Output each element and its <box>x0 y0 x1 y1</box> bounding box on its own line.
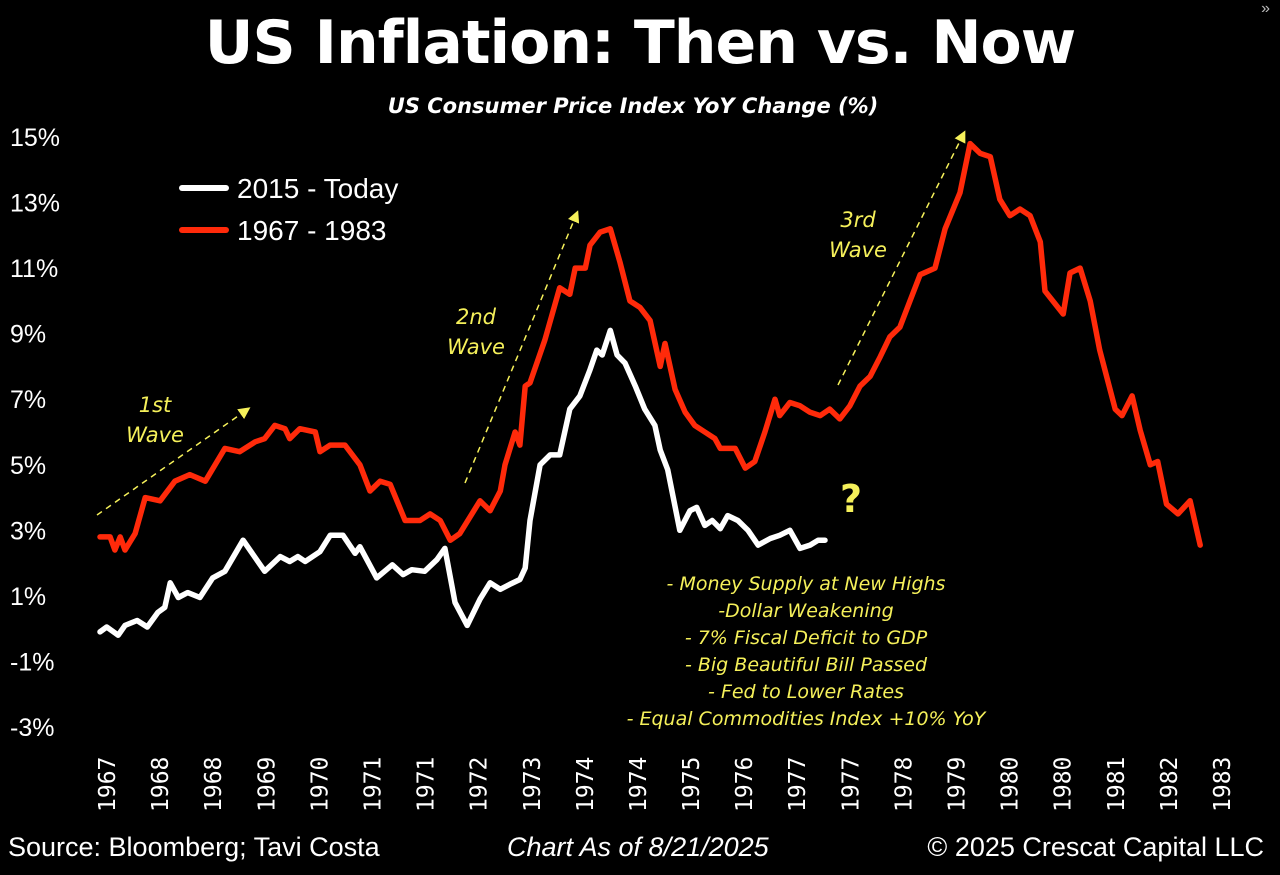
wave-label: Wave <box>829 238 887 262</box>
y-tick-label: 9% <box>10 321 46 349</box>
x-tick-label: 1974 <box>573 757 599 812</box>
y-tick-label: -3% <box>10 714 54 742</box>
chart-title: US Inflation: Then vs. Now <box>204 8 1076 78</box>
y-tick-label: 3% <box>10 517 46 545</box>
annotation-bullet: - Fed to Lower Rates <box>708 681 904 703</box>
y-tick-label: 7% <box>10 386 46 414</box>
x-tick-label: 1981 <box>1104 757 1130 812</box>
x-tick-label: 1971 <box>360 757 386 812</box>
wave-label: Wave <box>126 423 184 447</box>
annotation-bullet: - Equal Commodities Index +10% YoY <box>627 708 987 730</box>
x-tick-label: 1967 <box>95 757 121 812</box>
x-tick-label: 1972 <box>467 757 493 812</box>
x-tick-label: 1980 <box>1051 757 1077 812</box>
x-tick-label: 1968 <box>201 757 227 812</box>
x-tick-label: 1978 <box>891 757 917 812</box>
wave-arrow <box>96 407 251 516</box>
series-line-1967-1983 <box>97 140 1203 553</box>
x-tick-label: 1977 <box>785 757 811 812</box>
x-tick-label: 1975 <box>679 757 705 812</box>
y-axis: -3% -1% 1% 3% 5% 7% 9% 11% 13% 15% <box>10 124 60 742</box>
x-tick-label: 1980 <box>998 757 1024 812</box>
x-tick-label: 1979 <box>945 757 971 812</box>
x-tick-label: 1974 <box>626 757 652 812</box>
copyright: © 2025 Crescat Capital LLC <box>927 832 1264 862</box>
annotation-bullet: - Money Supply at New Highs <box>667 573 946 595</box>
series-lines <box>97 140 1203 638</box>
as-of-date: Chart As of 8/21/2025 <box>507 832 769 862</box>
y-tick-label: 11% <box>10 255 58 283</box>
y-tick-label: -1% <box>10 648 54 676</box>
wave-label: 2nd <box>456 305 497 329</box>
chart-subtitle: US Consumer Price Index YoY Change (%) <box>387 94 879 118</box>
source-note: Source: Bloomberg; Tavi Costa <box>8 832 380 862</box>
series-line-2015-today <box>97 327 828 638</box>
y-tick-label: 15% <box>10 124 60 152</box>
wave-label: Wave <box>447 335 505 359</box>
x-tick-label: 1969 <box>254 757 280 812</box>
y-tick-label: 5% <box>10 452 46 480</box>
x-tick-label: 1977 <box>838 757 864 812</box>
x-tick-label: 1982 <box>1157 757 1183 812</box>
wave-label: 1st <box>139 393 172 417</box>
question-mark: ? <box>840 477 862 521</box>
legend-label: 1967 - 1983 <box>237 215 386 246</box>
x-tick-label: 1968 <box>148 757 174 812</box>
x-tick-label: 1983 <box>1210 757 1236 812</box>
x-tick-label: 1970 <box>307 757 333 812</box>
x-tick-label: 1973 <box>520 757 546 812</box>
x-axis: 1967 1968 1968 1969 1970 1971 1971 1972 1973 1974… <box>95 757 1236 812</box>
y-tick-label: 1% <box>10 583 46 611</box>
annotation-bullet: - 7% Fiscal Deficit to GDP <box>685 627 928 649</box>
annotation-bullet: - Big Beautiful Bill Passed <box>685 654 928 676</box>
wave-arrows <box>96 130 966 516</box>
annotations: 1st Wave 2nd Wave 3rd Wave? - Money Supply at … <box>126 208 987 730</box>
wave-arrow <box>464 210 580 484</box>
y-tick-label: 13% <box>10 190 60 218</box>
legend: 2015 - Today 1967 - 1983 <box>179 173 398 246</box>
annotation-bullet: -Dollar Weakening <box>718 600 893 622</box>
wave-label: 3rd <box>840 208 876 232</box>
x-tick-label: 1971 <box>414 757 440 812</box>
x-tick-label: 1976 <box>732 757 758 812</box>
double-chevron-right-icon[interactable]: » <box>1261 0 1270 17</box>
legend-label: 2015 - Today <box>237 173 398 204</box>
wave-arrow <box>837 130 966 386</box>
